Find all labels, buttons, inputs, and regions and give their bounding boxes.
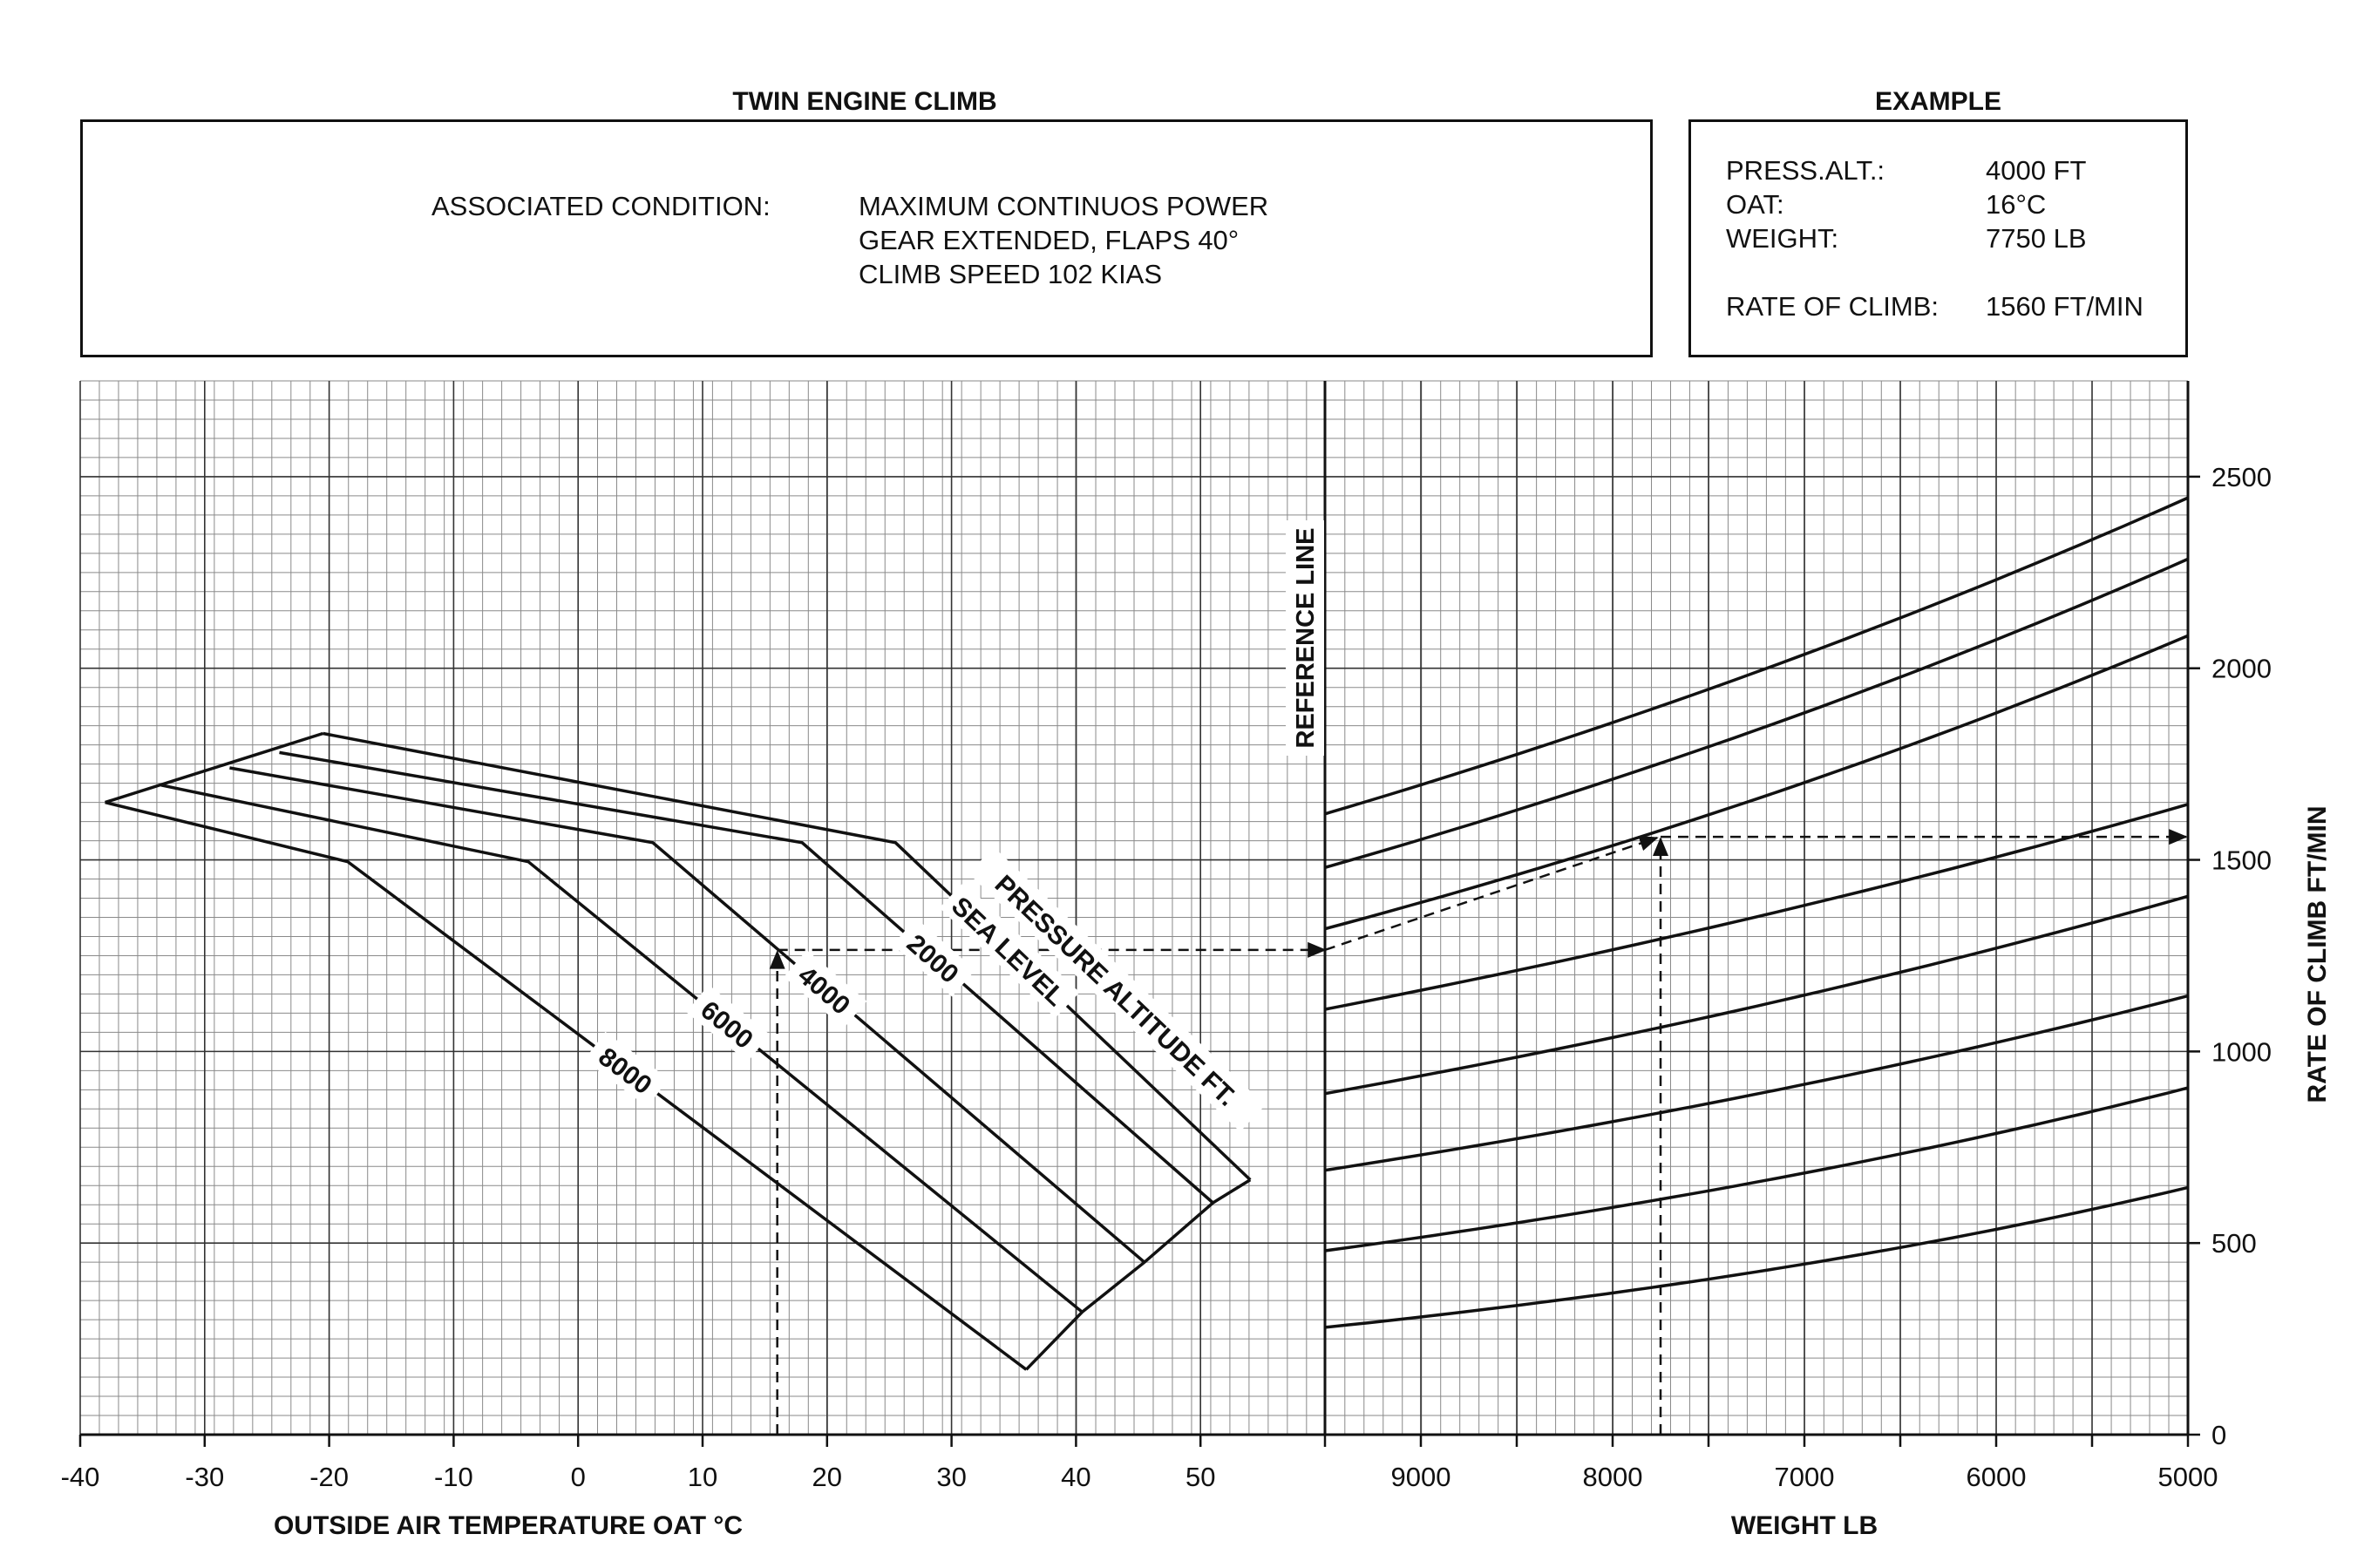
example-label-rate-of-climb: RATE OF CLIMB: xyxy=(1726,291,1940,322)
oat-tick-label: -40 xyxy=(61,1462,100,1492)
example-title: EXAMPLE xyxy=(1874,87,2002,116)
altitude-label-bg xyxy=(893,918,975,997)
weight-guide-curve xyxy=(1324,557,2189,869)
pressure-altitude-title-bg xyxy=(968,846,1266,1132)
weight-guide-curve xyxy=(1324,994,2189,1172)
y-tick-label: 1500 xyxy=(2211,845,2272,876)
weight-axis-label: WEIGHT LB xyxy=(1731,1511,1878,1540)
y-tick-label: 2500 xyxy=(2211,462,2272,492)
example-value-weight: 7750 LB xyxy=(1986,223,2087,254)
weight-tick-label: 8000 xyxy=(1583,1462,1643,1492)
altitude-line xyxy=(279,750,1214,1205)
altitude-label-bg xyxy=(686,984,771,1062)
altitude-line xyxy=(105,800,1028,1371)
oat-tick-label: -10 xyxy=(434,1462,473,1492)
altitude-line xyxy=(229,766,1146,1264)
oat-tick-label: 30 xyxy=(936,1462,966,1492)
altitude-label-bg xyxy=(939,882,1080,1018)
example-value-oat: 16°C xyxy=(1986,189,2047,220)
altitude-label-bg xyxy=(784,949,867,1028)
y-tick-label: 2000 xyxy=(2211,654,2272,684)
weight-guide-curve xyxy=(1324,1086,2189,1252)
condition-line-2: GEAR EXTENDED, FLAPS 40° xyxy=(859,225,1240,255)
pressure-altitude-title-group: PRESSURE ALTITUDE FT. xyxy=(968,846,1266,1132)
condition-line-3: CLIMB SPEED 102 KIAS xyxy=(859,259,1163,289)
reference-line-label-bg xyxy=(1286,520,1324,756)
condition-line-1: MAXIMUM CONTINUOS POWER xyxy=(859,191,1269,221)
conditions-box: ASSOCIATED CONDITION: MAXIMUM CONTINUOS … xyxy=(80,119,1653,357)
example-label-weight: WEIGHT: xyxy=(1726,223,1839,254)
weight-guide-curve xyxy=(1324,894,2189,1096)
example-label-oat: OAT: xyxy=(1726,189,1784,220)
weight-tick-label: 9000 xyxy=(1391,1462,1451,1492)
chart-title: TWIN ENGINE CLIMB xyxy=(732,87,997,116)
weight-tick-label: 6000 xyxy=(1967,1462,2027,1492)
y-tick-label: 500 xyxy=(2211,1228,2257,1259)
oat-tick-label: 10 xyxy=(688,1462,717,1492)
altitude-label-bg xyxy=(584,1031,669,1108)
oat-axis-label: OUTSIDE AIR TEMPERATURE OAT °C xyxy=(274,1511,743,1540)
weight-guide-curve xyxy=(1324,634,2189,931)
altitude-line xyxy=(323,731,1252,1181)
example-value-rate-of-climb: 1560 FT/MIN xyxy=(1986,291,2143,322)
altitude-envelope-bottom xyxy=(1025,1178,1252,1371)
weight-tick-label: 5000 xyxy=(2158,1462,2218,1492)
altitude-label-group: 6000 xyxy=(686,984,771,1062)
y-axis-label: RATE OF CLIMB FT/MIN xyxy=(2303,805,2332,1103)
weight-guide-curve xyxy=(1324,803,2189,1011)
y-tick-label: 0 xyxy=(2211,1420,2226,1450)
altitude-line xyxy=(160,784,1084,1313)
oat-tick-label: -20 xyxy=(309,1462,349,1492)
example-box: PRESS.ALT.: 4000 FT OAT: 16°C WEIGHT: 77… xyxy=(1688,119,2188,357)
altitude-label-group: 8000 xyxy=(584,1031,669,1108)
oat-tick-label: 0 xyxy=(571,1462,586,1492)
oat-tick-label: 20 xyxy=(812,1462,842,1492)
altitude-envelope-top xyxy=(105,731,324,804)
weight-guide-curve xyxy=(1324,496,2189,816)
reference-line-label: REFERENCE LINE xyxy=(1292,528,1320,749)
y-tick-label: 1000 xyxy=(2211,1036,2272,1067)
weight-tick-label: 7000 xyxy=(1775,1462,1835,1492)
example-weight-correction-arrow xyxy=(1324,835,1659,952)
conditions-label: ASSOCIATED CONDITION: xyxy=(431,191,771,221)
example-label-press-alt: PRESS.ALT.: xyxy=(1726,155,1885,186)
oat-tick-label: 40 xyxy=(1061,1462,1090,1492)
oat-tick-label: -30 xyxy=(185,1462,224,1492)
weight-guide-curve xyxy=(1324,1185,2189,1329)
oat-tick-label: 50 xyxy=(1186,1462,1215,1492)
example-value-press-alt: 4000 FT xyxy=(1986,155,2087,186)
